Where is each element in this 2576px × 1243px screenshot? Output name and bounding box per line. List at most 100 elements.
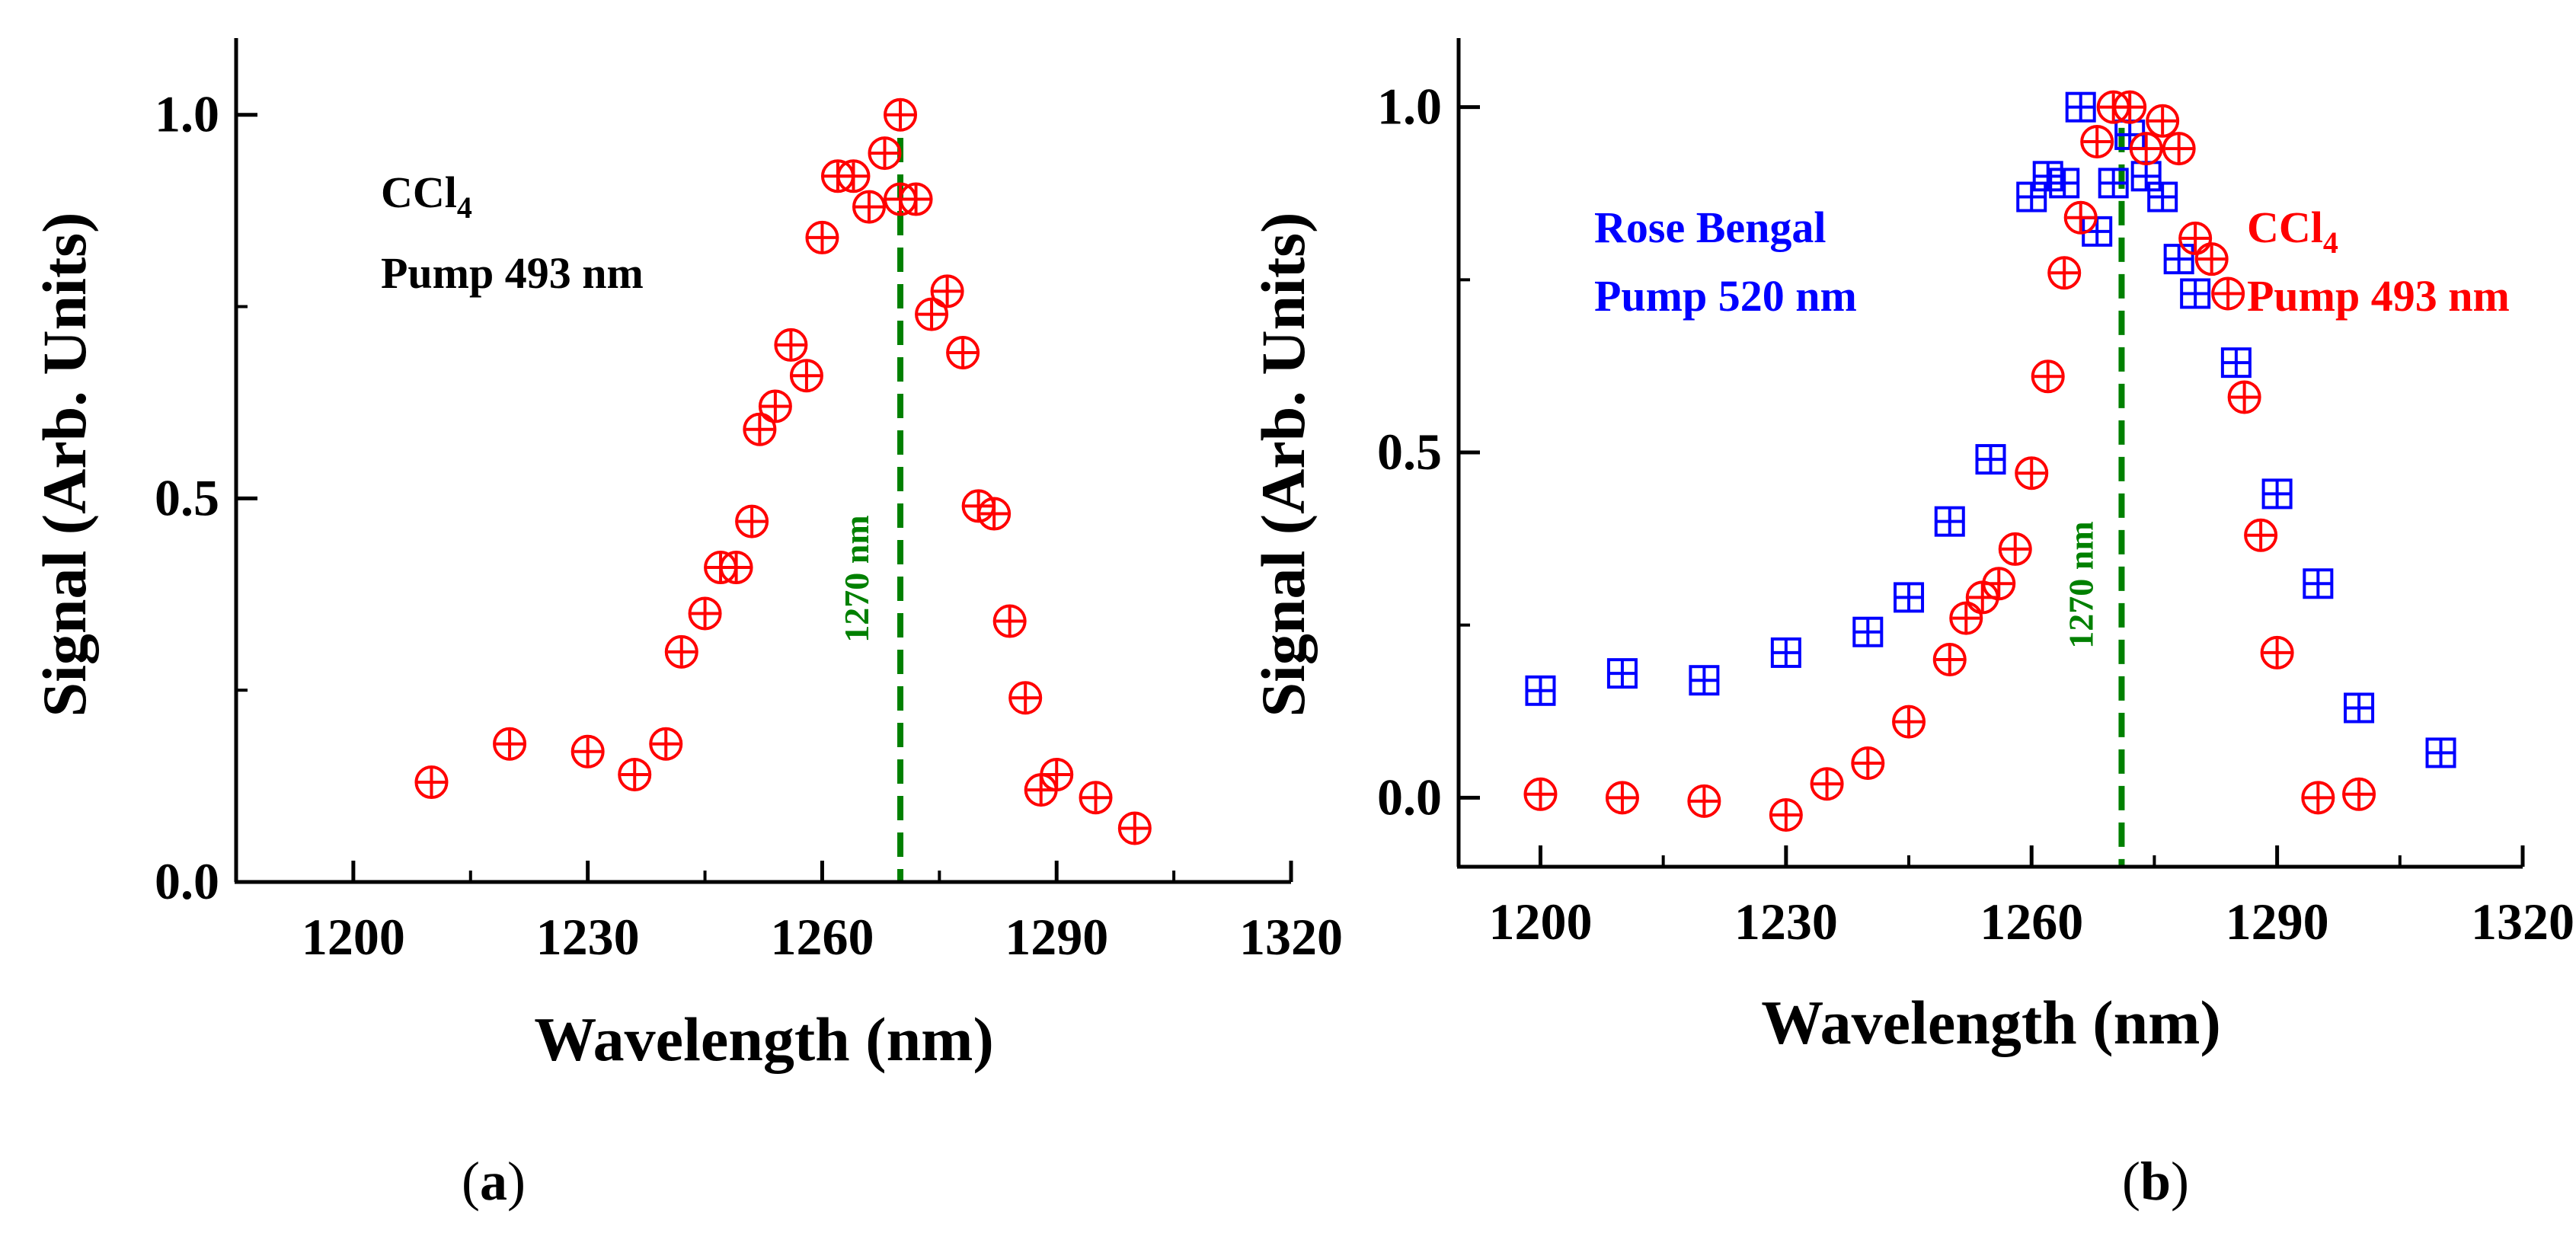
- panel-b-x-tick-label: 1230: [1734, 893, 1838, 951]
- panel-b-annotations: Rose Bengal Pump 520 nm CCl4 Pump 493 nm: [1594, 203, 2510, 321]
- panel-a: CCl4 Pump 493 nm 1270 nm 1200 1230 1260 1290…: [30, 38, 1343, 1212]
- panel-a-y-tick-label: 1.0: [155, 85, 219, 143]
- panel-a-y-axis-title: Signal (Arb. Units): [30, 212, 99, 717]
- panel-a-data-point: [743, 412, 777, 446]
- panel-b-data-point: [1998, 532, 2032, 566]
- panel-b-data-point: [2016, 181, 2047, 212]
- panel-a-label: (a): [462, 1151, 526, 1212]
- panel-b-data-point: [2130, 161, 2162, 192]
- panel-b-data-point: [2031, 359, 2065, 394]
- panel-a-axes: 1200 1230 1260 1290 1320 0.0 0.5 1.0: [155, 38, 1343, 966]
- panel-b-data-point: [2244, 518, 2278, 552]
- panel-b-annotation: CCl4: [2247, 203, 2338, 260]
- panel-b-data-point: [1851, 746, 1885, 780]
- panel-a-data-point: [1079, 781, 1113, 815]
- panel-b-data-point: [2178, 221, 2213, 255]
- panel-a-annotations: CCl4 Pump 493 nm: [381, 168, 644, 298]
- panel-b-data-point: [2080, 125, 2114, 158]
- panel-b-data-point: [2163, 244, 2194, 275]
- panel-b-data-point: [1810, 767, 1844, 801]
- panel-a-data-point: [570, 734, 605, 768]
- panel-b-data-point: [2342, 777, 2376, 811]
- panel-a-x-axis-title: Wavelength (nm): [534, 1005, 994, 1074]
- panel-b-data-point: [1982, 567, 2016, 601]
- panel-a-data-point: [414, 765, 449, 800]
- panel-b-data-point: [1934, 506, 1965, 537]
- panel-a-data-point: [758, 389, 792, 423]
- panel-b-data-point: [1605, 781, 1639, 815]
- panel-a-data-point: [493, 727, 527, 761]
- panel-a-marks: 1270 nm: [414, 97, 1152, 882]
- panel-b-data-point: [1975, 444, 2006, 475]
- panel-a-data-point: [836, 159, 871, 193]
- panel-b-data-point: [2065, 91, 2096, 123]
- panel-a-data-point: [1040, 757, 1074, 791]
- panel-b-data-point: [1770, 637, 1801, 668]
- panel-b-data-point: [2129, 132, 2163, 166]
- panel-a-data-point: [805, 220, 839, 254]
- panel-a-data-point: [774, 328, 808, 362]
- panel-b-data-point: [2180, 278, 2211, 309]
- panel-b-x-axis-title: Wavelength (nm): [1761, 988, 2221, 1057]
- panel-b-data-point: [2227, 380, 2261, 414]
- panel-b-annotation: Pump 493 nm: [2247, 271, 2510, 321]
- panel-b-y-tick-label: 1.0: [1377, 78, 1442, 136]
- panel-b-data-point: [1523, 777, 1558, 811]
- panel-b-data-point: [1892, 705, 1926, 739]
- panel-a-annotation: Pump 493 nm: [381, 248, 644, 298]
- panel-a-data-point: [868, 136, 902, 171]
- panel-a-data-point: [719, 551, 753, 585]
- panel-a-data-point: [930, 274, 964, 308]
- panel-a-data-point: [789, 359, 823, 393]
- panel-a-data-point: [1117, 811, 1152, 845]
- panel-b-data-point: [2049, 168, 2080, 199]
- panel-b-data-point: [2098, 168, 2129, 199]
- panel-b-data-point: [2047, 256, 2082, 290]
- panel-a-data-point: [884, 97, 918, 132]
- panel-b-x-tick-label: 1260: [1980, 893, 2083, 951]
- panel-b-annotation: Rose Bengal: [1594, 203, 1827, 252]
- panel-b-y-tick-label: 0.0: [1377, 768, 1442, 826]
- panel-a-data-point: [688, 596, 722, 631]
- panel-b-data-point: [2146, 104, 2180, 138]
- panel-b-data-point: [1687, 784, 1721, 818]
- panel-b-data-point: [1769, 798, 1803, 832]
- panel-b-data-point: [2425, 737, 2456, 768]
- panel-b-data-point: [2344, 692, 2375, 724]
- panel-a-data-point: [618, 757, 652, 791]
- panel-b-reference-line-label: 1270 nm: [2061, 521, 2100, 648]
- panel-b-data-point: [2147, 181, 2178, 212]
- panel-a-y-tick-label: 0.0: [155, 852, 219, 910]
- panel-b-y-axis-title: Signal (Arb. Units): [1248, 212, 1318, 717]
- panel-b-data-point: [1852, 616, 1884, 647]
- panel-b-x-tick-label: 1290: [2226, 893, 2329, 951]
- panel-b-data-point: [2194, 242, 2229, 276]
- panel-a-data-point: [899, 182, 933, 216]
- panel-b-data-point: [2032, 161, 2063, 192]
- panel-b: Rose Bengal Pump 520 nm CCl4 Pump 493 nm 12…: [1248, 38, 2574, 1212]
- panel-a-x-tick-label: 1200: [302, 908, 405, 966]
- panel-a-data-point: [992, 604, 1027, 638]
- panel-b-data-point: [2063, 200, 2098, 235]
- panel-b-data-point: [1949, 601, 1983, 635]
- panel-a-data-point: [915, 297, 949, 331]
- panel-b-data-point: [2260, 635, 2294, 669]
- panel-a-x-tick-label: 1290: [1005, 908, 1108, 966]
- panel-b-data-point: [2261, 478, 2293, 510]
- panel-a-data-point: [946, 335, 980, 369]
- panel-b-data-point: [2015, 456, 2049, 490]
- panel-b-data-point: [2211, 276, 2245, 311]
- panel-b-data-point: [1932, 643, 1967, 676]
- panel-a-data-point: [852, 190, 886, 224]
- panel-b-x-tick-label: 1200: [1488, 893, 1592, 951]
- panel-b-annotation: Pump 520 nm: [1594, 271, 1857, 321]
- panel-a-y-tick-label: 0.5: [155, 468, 219, 526]
- panel-b-data-point: [2113, 90, 2147, 124]
- panel-a-reference-line-label: 1270 nm: [837, 515, 876, 642]
- panel-b-data-point: [1606, 658, 1638, 689]
- panel-b-x-tick-label: 1320: [2471, 893, 2574, 951]
- panel-a-annotation: CCl4: [381, 168, 472, 225]
- panel-b-data-point: [2301, 781, 2335, 815]
- panel-a-x-tick-label: 1230: [536, 908, 640, 966]
